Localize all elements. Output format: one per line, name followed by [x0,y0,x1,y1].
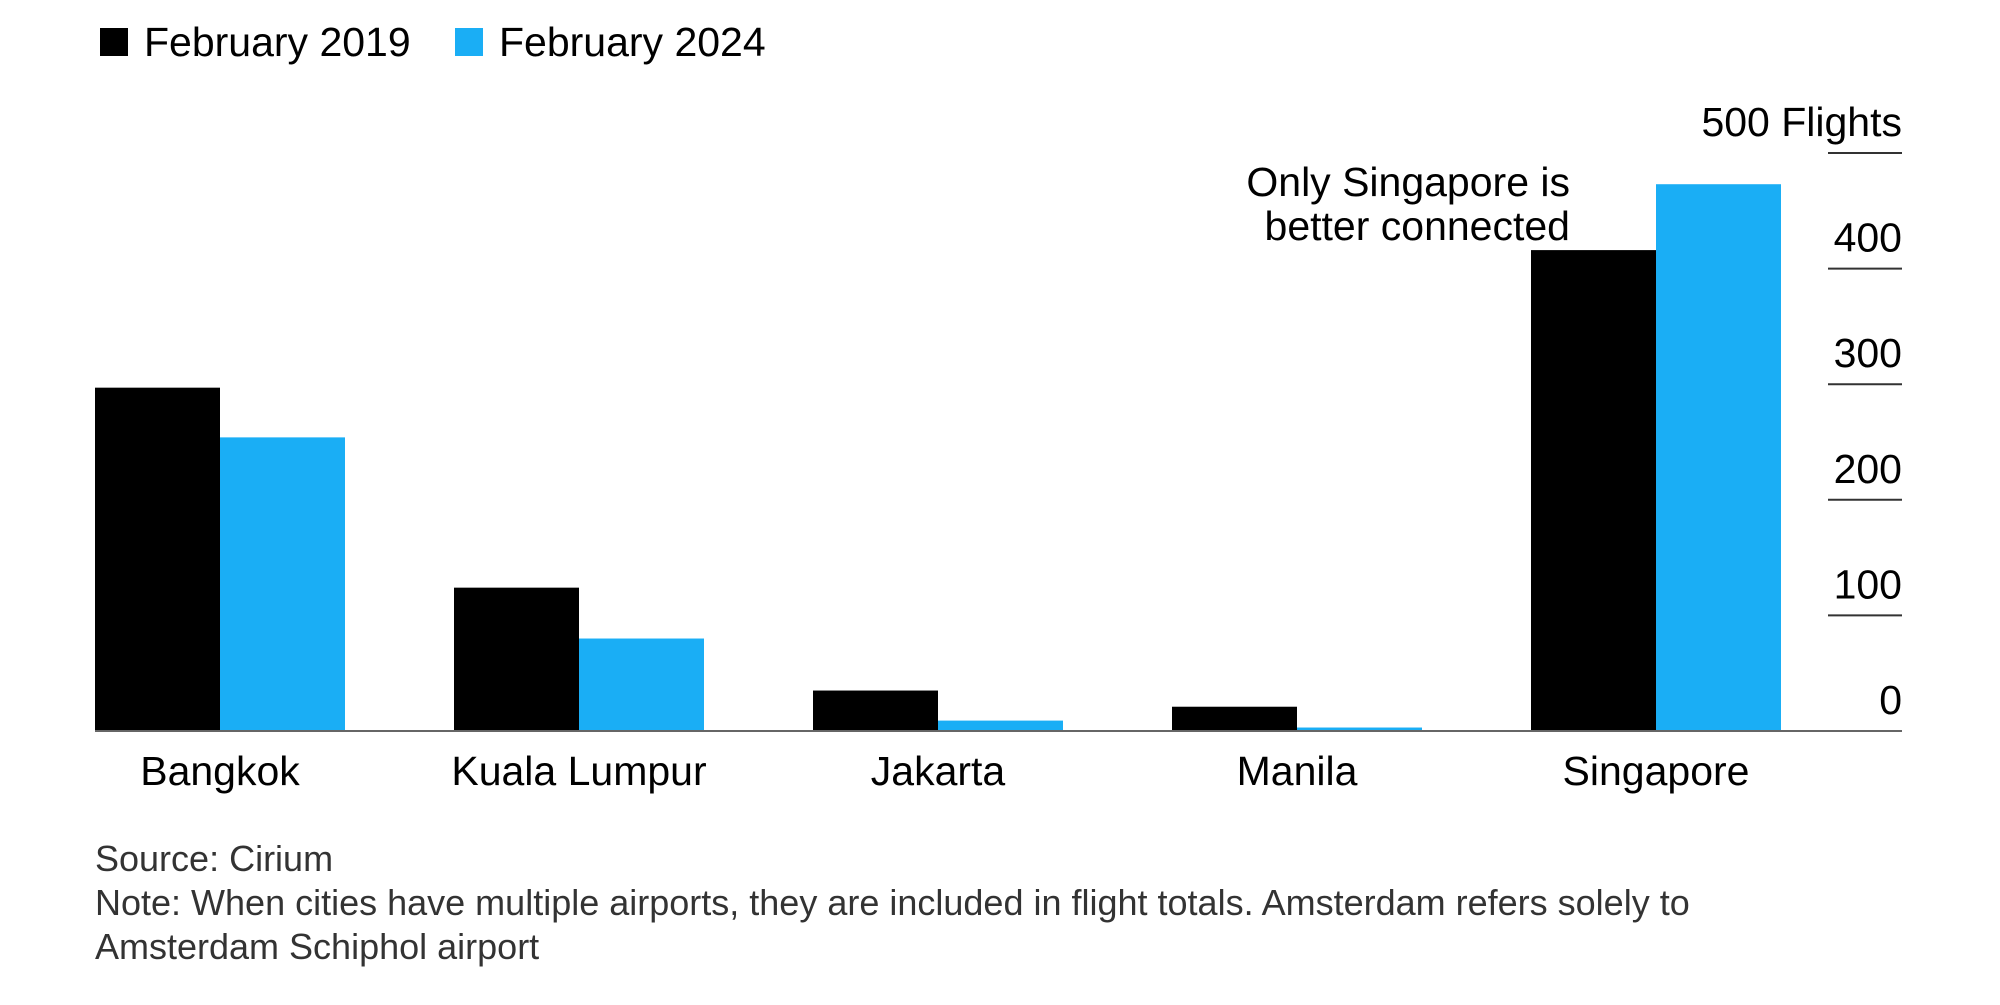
y-tick-label: 500 Flights [1701,99,1902,145]
legend-swatch [455,28,483,56]
legend-swatch [100,28,128,56]
annotation-text: better connected [1265,203,1570,249]
bar-kuala-lumpur-series-1 [454,587,579,731]
x-axis: Bangkok Kuala Lumpur Jakarta Manila Singapor… [95,730,1902,794]
category-label: Bangkok [140,748,300,794]
bar-jakarta-series-1 [813,690,938,731]
bar-kuala-lumpur-series-2 [579,638,704,731]
legend-label: February 2019 [144,19,411,65]
chart-bars [95,184,1781,731]
category-label: Manila [1237,748,1358,794]
annotation-text: Only Singapore is [1246,159,1570,205]
category-label: Jakarta [871,748,1006,794]
bar-manila-series-1 [1172,706,1297,731]
legend-label: February 2024 [499,19,766,65]
y-axis: 0 100 200 300 400 500 Flights [1701,99,1902,723]
bar-manila-series-2 [1297,727,1422,731]
y-tick-label: 400 [1834,215,1902,261]
source-note: Source: Cirium [95,838,334,879]
bar-bangkok-series-1 [95,387,220,731]
bar-jakarta-series-2 [938,720,1063,731]
y-tick-label: 0 [1879,677,1902,723]
note-line-2: Amsterdam Schiphol airport [95,926,540,967]
bar-bangkok-series-2 [220,437,345,731]
category-label: Singapore [1563,748,1750,794]
note-line-1: Note: When cities have multiple airports… [95,882,1690,923]
chart-legend: February 2019 February 2024 [100,19,766,65]
bar-singapore-series-2 [1656,184,1781,731]
y-tick-label: 200 [1834,446,1902,492]
bar-singapore-series-1 [1531,250,1656,731]
y-tick-label: 100 [1834,561,1902,607]
y-tick-label: 300 [1834,330,1902,376]
category-label: Kuala Lumpur [451,748,706,794]
